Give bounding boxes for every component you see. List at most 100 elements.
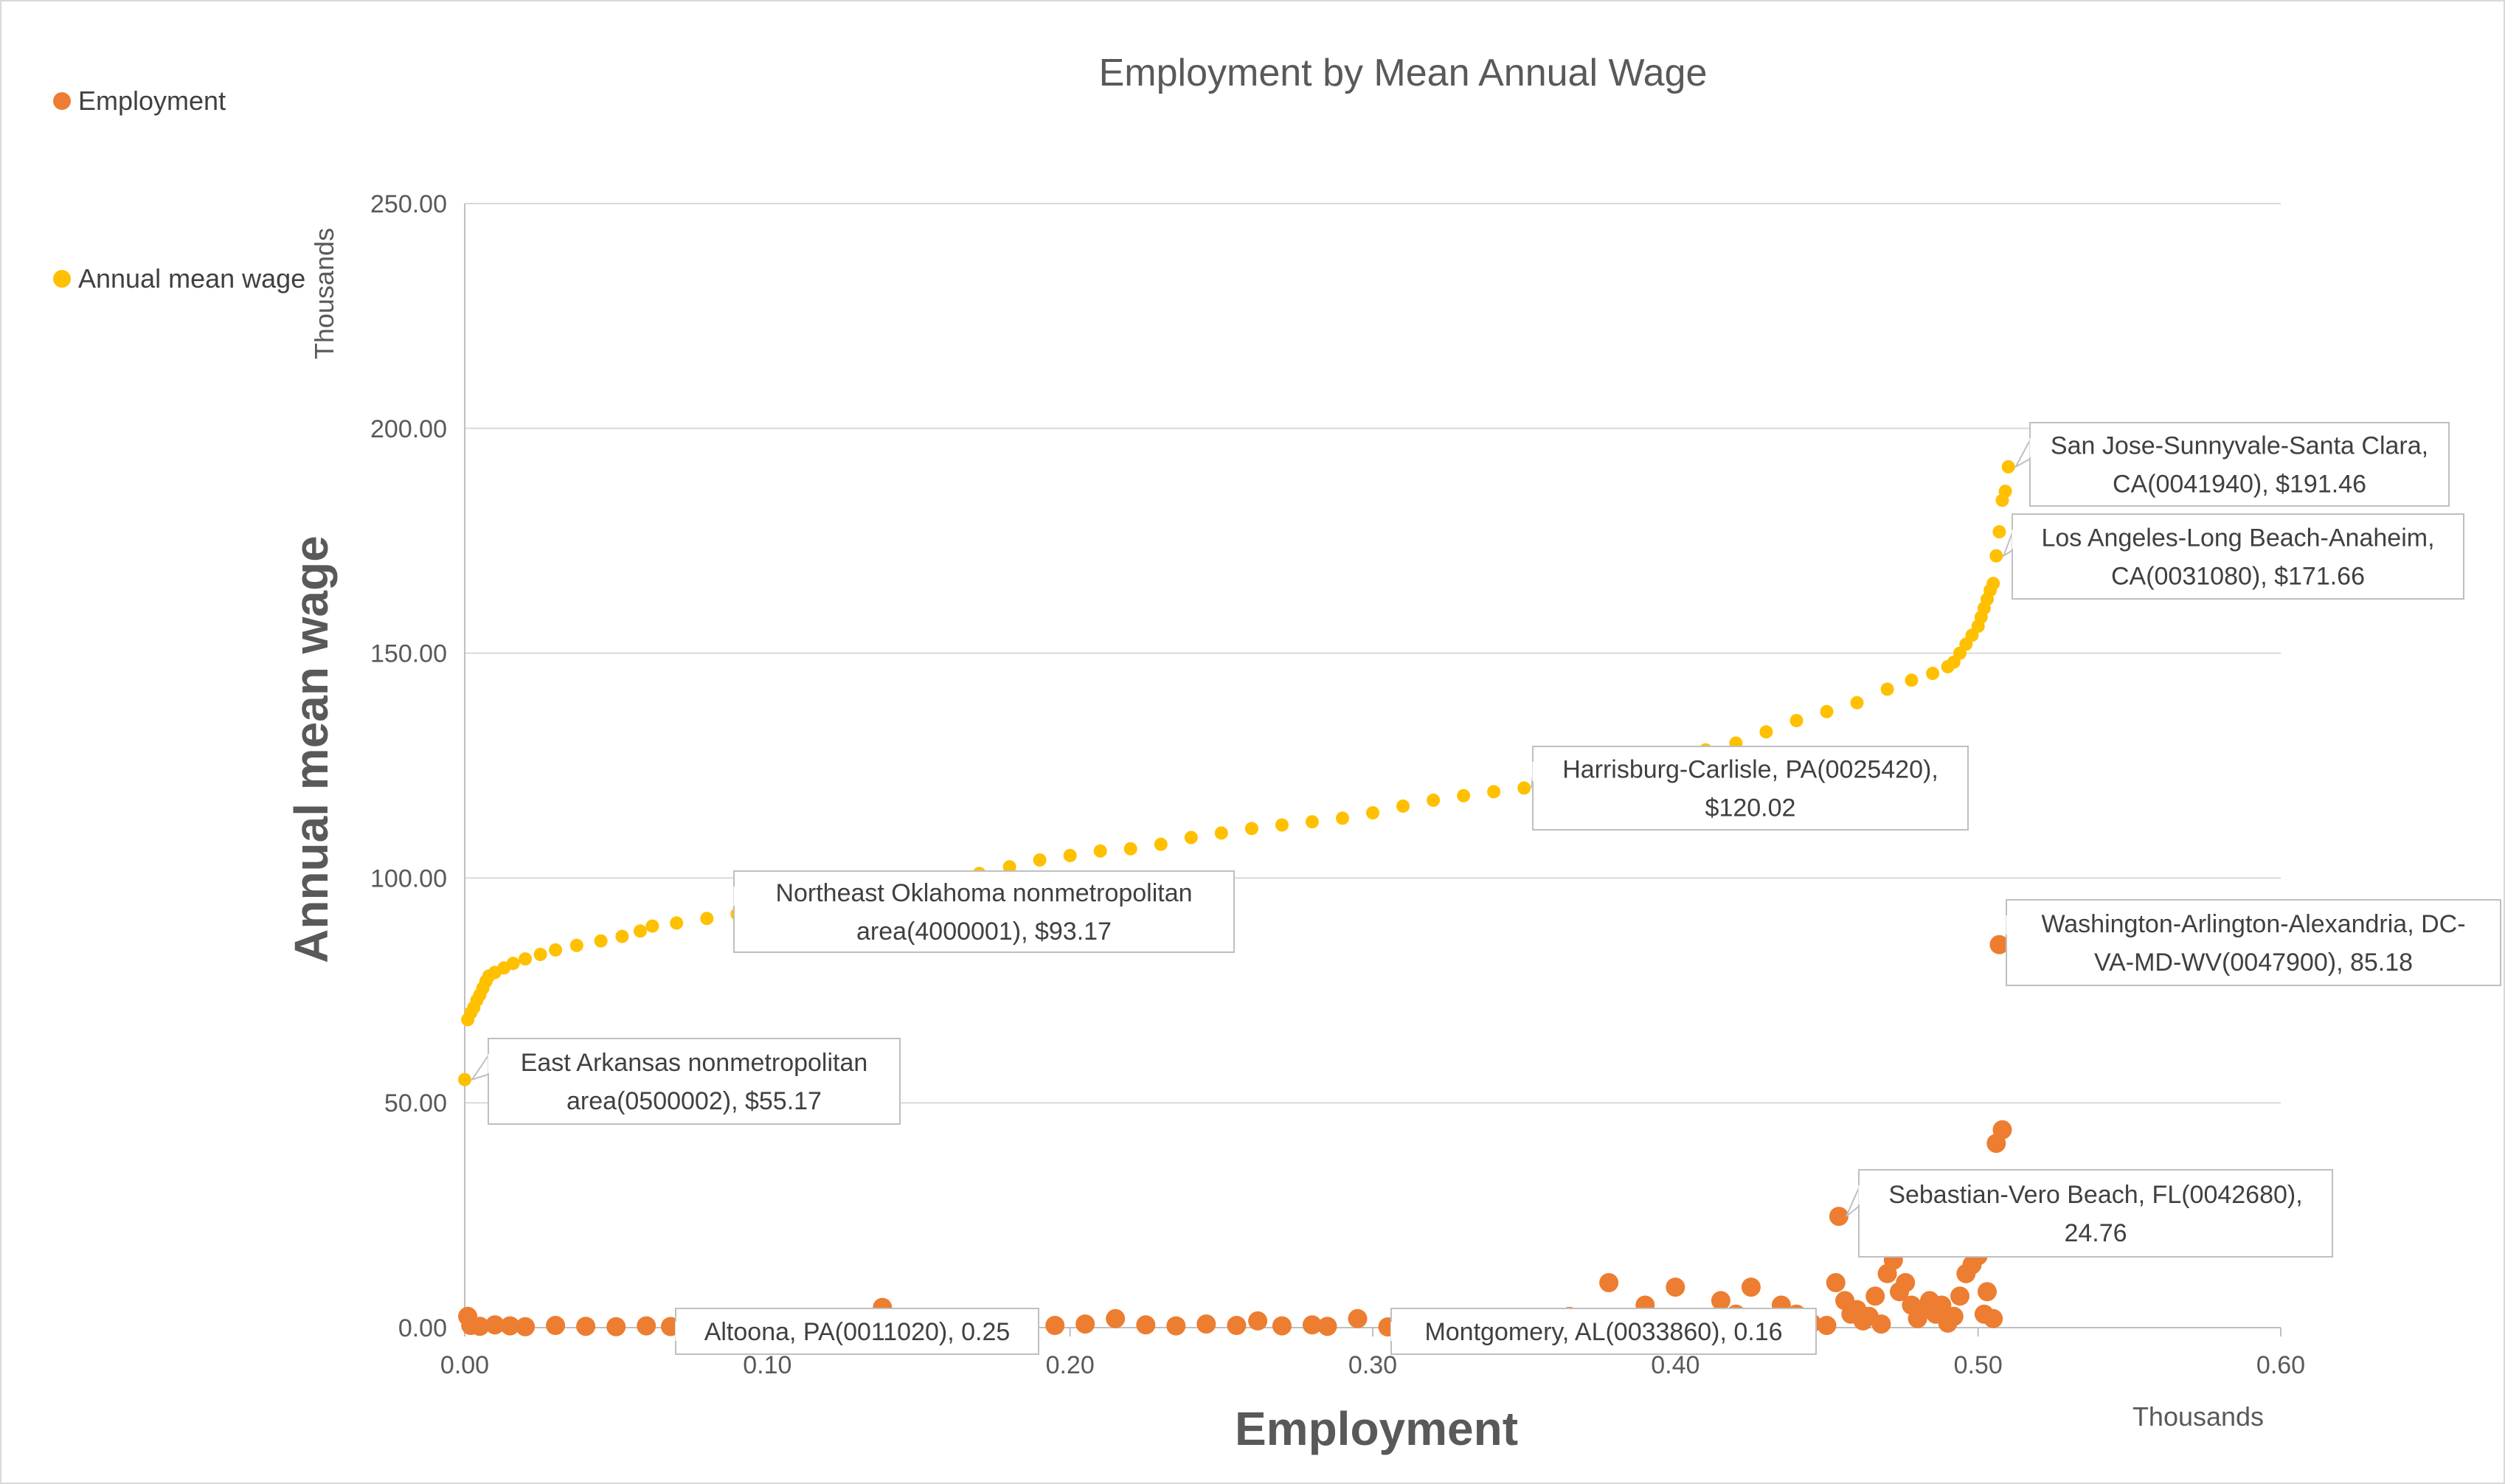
x-tick-label: 0.00 [440,1351,489,1379]
point-employment [1106,1308,1126,1328]
point-annual-mean-wage [519,952,533,966]
callout-label: Sebastian-Vero Beach, FL(0042680), [1888,1181,2302,1209]
point-employment [576,1317,596,1336]
point-annual-mean-wage [615,929,629,943]
point-annual-mean-wage [1244,822,1258,836]
point-employment [1045,1316,1065,1335]
y-tick-label: 100.00 [370,864,447,892]
series-employment [458,935,2018,1336]
callout-label: 24.76 [2064,1219,2127,1247]
y-tick-label: 50.00 [384,1089,447,1117]
callout-box [675,1308,1039,1355]
point-annual-mean-wage [1850,696,1864,710]
callout: Altoona, PA(0011020), 0.25 [675,1308,1039,1355]
point-annual-mean-wage [670,916,684,930]
callout-label: CA(0031080), $171.66 [2111,563,2365,591]
point-annual-mean-wage [1184,831,1198,845]
point-employment [1944,1306,1964,1326]
point-annual-mean-wage [1275,818,1289,832]
callout: Sebastian-Vero Beach, FL(0042680), 24.76 [1845,1169,2333,1258]
y-axis-units: Thousands [309,228,339,359]
callout-label: Northeast Oklahoma nonmetropolitan [775,879,1192,907]
point-annual-mean-wage [1427,793,1441,807]
point-annual-mean-wage [1154,837,1168,851]
point-employment [1978,1282,1997,1302]
y-tick-label: 250.00 [370,190,447,218]
point-annual-mean-wage [1820,704,1834,718]
point-annual-mean-wage [1396,799,1410,813]
y-axis-title: Annual mean wage [285,535,338,963]
point-annual-mean-wage [1457,788,1471,802]
callout-box [488,1038,901,1125]
callout: Harrisburg-Carlisle, PA(0025420), $120.02 [1531,746,1969,831]
y-tick-label: 0.00 [398,1314,447,1342]
x-tick-label: 0.50 [1954,1351,2003,1379]
callout: Northeast Oklahoma nonmetropolitan area(4… [733,870,1235,953]
point-employment [1826,1273,1846,1292]
callout-label: San Jose-Sunnyvale-Santa Clara, [2051,432,2428,460]
point-annual-mean-wage [594,934,608,948]
point-annual-mean-wage [1926,667,1940,680]
point-annual-mean-wage [2001,460,2015,474]
point-annual-mean-wage [1002,860,1016,874]
x-tick-label: 0.10 [743,1351,791,1379]
callout-pointer [2014,437,2032,469]
point-employment [1989,935,2009,954]
point-employment [1248,1311,1268,1331]
y-tick-label: 150.00 [370,640,447,668]
point-employment [606,1317,626,1336]
callout: East Arkansas nonmetropolitan area(050000… [470,1038,901,1125]
point-employment [546,1316,566,1335]
point-employment [1075,1314,1095,1334]
y-tick-labels: 0.00 50.00 100.00 150.00 200.00 250.00 [370,190,447,1342]
point-annual-mean-wage [1759,725,1773,739]
callout-box [1858,1169,2333,1258]
point-employment [1871,1314,1891,1334]
callout: San Jose-Sunnyvale-Santa Clara, CA(004194… [2014,422,2450,507]
point-annual-mean-wage [569,938,583,952]
legend-marker-employment [53,92,71,110]
point-annual-mean-wage [1989,549,2003,563]
point-employment [1983,1308,2003,1328]
legend-label-annual-mean-wage: Annual mean wage [78,263,305,294]
point-employment [500,1316,520,1336]
point-annual-mean-wage [700,912,714,926]
point-employment [1932,1295,1952,1315]
callout-box [1390,1308,1817,1355]
point-employment [485,1315,505,1335]
y-tick-label: 200.00 [370,415,447,443]
point-employment [1196,1314,1216,1334]
callout-box [2006,899,2501,986]
point-employment [1829,1207,1849,1227]
point-annual-mean-wage [1336,811,1349,825]
callout-label: East Arkansas nonmetropolitan [521,1049,868,1077]
point-annual-mean-wage [458,1072,471,1086]
point-employment [1136,1315,1156,1335]
point-annual-mean-wage [1305,815,1319,829]
callout-label: Washington-Arlington-Alexandria, DC- [2041,910,2465,938]
callout-box [2029,422,2450,507]
point-employment [1317,1317,1337,1336]
point-annual-mean-wage [1366,806,1379,819]
point-annual-mean-wage [1905,673,1919,687]
point-annual-mean-wage [1880,682,1894,696]
point-employment [637,1316,656,1336]
point-annual-mean-wage [1992,525,2006,538]
point-annual-mean-wage [645,919,659,933]
point-employment [1666,1277,1685,1297]
x-tick-label: 0.30 [1348,1351,1397,1379]
point-employment [1227,1316,1247,1335]
x-axis-title: Employment [1235,1402,1518,1455]
point-employment [1166,1316,1186,1336]
point-annual-mean-wage [533,948,547,961]
callout-pointer [470,1050,491,1081]
point-annual-mean-wage [634,924,647,938]
legend-marker-annual-mean-wage [53,270,71,288]
callout-label: $120.02 [1705,794,1796,822]
callout-label: area(0500002), $55.17 [567,1087,822,1115]
point-employment [1817,1316,1837,1335]
point-annual-mean-wage [1123,842,1137,856]
callout-box [1532,746,1969,831]
point-employment [1896,1273,1916,1292]
point-employment [1302,1315,1322,1335]
